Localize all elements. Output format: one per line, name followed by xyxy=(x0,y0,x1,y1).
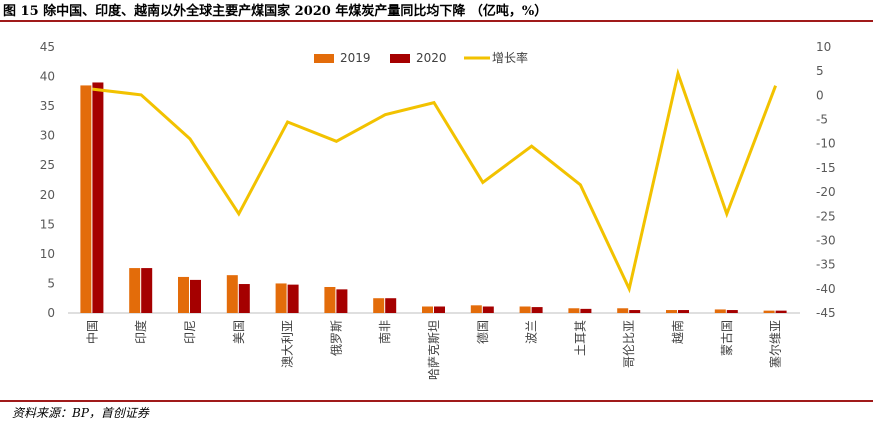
bar-2020 xyxy=(190,279,201,313)
left-tick-label: 5 xyxy=(47,276,55,290)
legend-label: 2020 xyxy=(416,51,447,65)
bar-2020 xyxy=(580,308,592,313)
bottom-rule xyxy=(0,400,873,402)
right-tick-label: -5 xyxy=(816,113,828,127)
left-tick-label: 25 xyxy=(40,158,55,172)
category-label: 德国 xyxy=(475,320,490,344)
legend-swatch-2019 xyxy=(314,54,334,63)
bar-2020 xyxy=(385,298,397,313)
bar-2020 xyxy=(775,310,787,313)
category-labels: 中国 印度 印尼 美国 澳大利亚 俄罗斯 南非 哈萨克斯坦 德国 波兰 土耳其 哥伦比亚 越南 蒙古国 塞尔… xyxy=(84,320,782,380)
right-tick-label: -30 xyxy=(816,233,836,247)
bar-2020 xyxy=(92,82,104,313)
bar-2019 xyxy=(422,306,433,313)
right-tick-label: -40 xyxy=(816,282,836,296)
legend-label: 2019 xyxy=(340,51,371,65)
bar-2019 xyxy=(226,275,238,313)
right-tick-label: -10 xyxy=(816,137,836,151)
bar-2019 xyxy=(617,308,629,313)
bar-2020 xyxy=(238,284,250,313)
source-note: 资料来源：BP，首创证券 xyxy=(12,406,149,420)
legend: 2019 2020 增长率 xyxy=(314,50,528,65)
legend-swatch-2020 xyxy=(390,54,410,63)
bar-2020 xyxy=(141,268,153,313)
left-tick-label: 40 xyxy=(40,70,55,84)
legend-label: 增长率 xyxy=(492,50,528,65)
bar-2019 xyxy=(324,286,336,313)
left-tick-label: 45 xyxy=(40,40,55,54)
right-tick-label: -45 xyxy=(816,306,836,320)
category-label: 哈萨克斯坦 xyxy=(427,320,441,380)
bar-2019 xyxy=(275,283,287,313)
bar-2019 xyxy=(470,305,482,313)
right-axis-ticks: -45 -40 -35 -30 -25 -20 -15 -10 -5 0 5 10 xyxy=(816,40,836,320)
bar-2020 xyxy=(287,284,299,313)
category-label: 澳大利亚 xyxy=(281,320,295,368)
bar-2019 xyxy=(373,298,385,313)
left-tick-label: 0 xyxy=(47,306,55,320)
bar-2019 xyxy=(178,276,189,313)
category-label: 中国 xyxy=(84,320,99,344)
category-label: 土耳其 xyxy=(573,320,587,356)
bar-2019 xyxy=(80,85,92,313)
bar-2020 xyxy=(629,310,641,313)
right-tick-label: 10 xyxy=(816,40,831,54)
category-label: 美国 xyxy=(232,320,246,344)
figure-title: 图 15 除中国、印度、越南以外全球主要产煤国家 2020 年煤炭产量同比均下降… xyxy=(3,4,548,19)
bar-2020 xyxy=(434,306,445,313)
bar-2019 xyxy=(129,268,141,313)
top-rule xyxy=(0,20,873,22)
category-label: 南非 xyxy=(377,320,392,344)
bar-2019 xyxy=(714,309,726,313)
right-tick-label: -20 xyxy=(816,185,836,199)
left-tick-label: 20 xyxy=(40,188,55,202)
bar-2020 xyxy=(726,310,738,313)
category-label: 越南 xyxy=(670,320,685,344)
right-tick-label: -25 xyxy=(816,209,836,223)
bar-2020 xyxy=(336,289,348,313)
category-label: 印尼 xyxy=(183,320,197,344)
growth-line-layer xyxy=(92,68,778,294)
category-label: 波兰 xyxy=(525,320,539,344)
left-tick-label: 10 xyxy=(40,247,55,261)
left-axis-ticks: 0 5 10 15 20 25 30 35 40 45 xyxy=(40,40,55,320)
category-label: 蒙古国 xyxy=(719,320,734,356)
left-tick-label: 35 xyxy=(40,99,55,113)
category-label: 哥伦比亚 xyxy=(621,320,636,368)
right-tick-label: -15 xyxy=(816,161,836,175)
bar-2019 xyxy=(519,306,531,313)
category-label: 俄罗斯 xyxy=(329,320,343,356)
bars xyxy=(80,82,787,313)
left-tick-label: 30 xyxy=(40,129,55,143)
growth-rate-line xyxy=(92,68,778,294)
bar-2020 xyxy=(482,306,494,313)
bar-2020 xyxy=(678,310,689,313)
category-label: 印度 xyxy=(133,320,148,344)
right-tick-label: 5 xyxy=(816,64,824,78)
bar-2019 xyxy=(666,310,677,313)
right-tick-label: 0 xyxy=(816,88,824,102)
right-tick-label: -35 xyxy=(816,258,836,272)
category-label: 塞尔维亚 xyxy=(768,320,783,368)
bar-2019 xyxy=(763,310,775,313)
left-tick-label: 15 xyxy=(40,217,55,231)
bar-2020 xyxy=(531,307,543,313)
bar-line-chart: 0 5 10 15 20 25 30 35 40 45 -45 -40 -35 -30 -25 -20 -15… xyxy=(40,40,836,380)
bar-2019 xyxy=(568,308,580,313)
